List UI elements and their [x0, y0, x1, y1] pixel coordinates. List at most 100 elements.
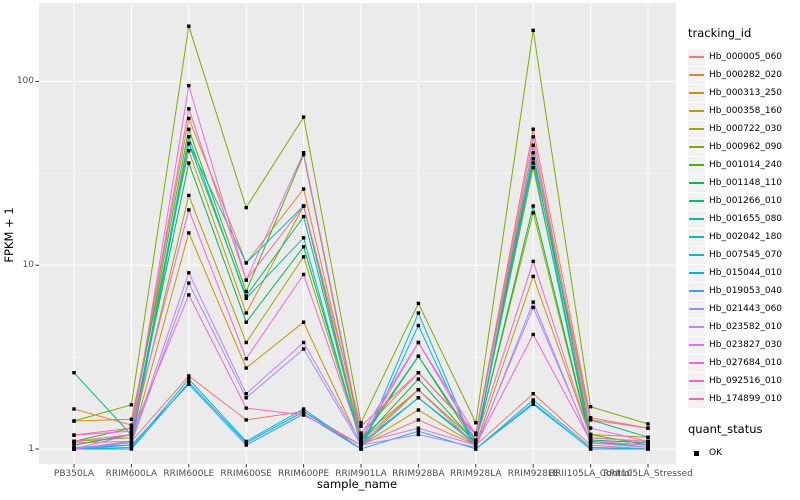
data-point	[416, 396, 421, 400]
legend-item: Hb_092516_010	[688, 372, 798, 390]
data-point	[187, 116, 191, 121]
y-axis-title: FPKM + 1	[2, 207, 16, 263]
data-point	[646, 445, 650, 450]
legend-key-line-icon	[688, 354, 705, 372]
data-point	[531, 300, 535, 304]
data-point	[187, 83, 191, 88]
data-point	[531, 204, 535, 208]
x-tick-label: RRII105LA_Stressed	[603, 469, 693, 479]
data-point	[416, 323, 421, 328]
data-point	[588, 443, 593, 447]
data-point	[416, 408, 421, 412]
data-point	[244, 443, 248, 447]
data-point	[416, 340, 421, 345]
legend-key-line-icon	[688, 390, 705, 408]
data-point	[187, 161, 191, 165]
legend-item-label: Hb_000005_060	[709, 52, 783, 62]
data-point	[531, 274, 535, 279]
legend-item: Hb_001655_080	[688, 210, 798, 228]
legend-item: Hb_023827_030	[688, 336, 798, 354]
data-point	[187, 107, 191, 111]
legend-item: Hb_027684_010	[688, 354, 798, 372]
legend-item-label: Hb_023827_030	[709, 340, 783, 350]
legend-key-point-icon	[688, 445, 705, 462]
data-point	[474, 441, 478, 445]
legend-item: Hb_000722_030	[688, 120, 798, 138]
data-point	[416, 429, 421, 433]
legend-item-label: Hb_015044_010	[709, 268, 783, 278]
legend-item-label: Hb_021443_060	[709, 304, 783, 314]
data-point	[72, 433, 76, 437]
data-point	[359, 432, 363, 437]
data-point	[588, 416, 593, 420]
legend-item: Hb_007545_070	[688, 246, 798, 264]
legend-item-label: Hb_000282_020	[709, 70, 783, 80]
data-point	[187, 380, 191, 385]
legend-key-line-icon	[688, 228, 705, 246]
data-point	[359, 436, 363, 440]
x-axis-title: sample_name	[316, 477, 398, 491]
data-point	[129, 443, 134, 447]
data-point	[301, 152, 306, 157]
data-point	[588, 447, 593, 451]
data-point	[474, 445, 478, 450]
data-point	[301, 151, 306, 155]
x-tick-label: RRIM928LE	[507, 469, 559, 479]
legend-key-line-icon	[688, 246, 705, 264]
data-point	[187, 208, 191, 212]
legend-item: Hb_019053_040	[688, 282, 798, 300]
data-point	[588, 426, 593, 430]
data-point	[244, 294, 248, 298]
x-tick-label: RRIM600LA	[105, 469, 158, 479]
data-point	[416, 371, 421, 375]
legend-item: Hb_021443_060	[688, 300, 798, 318]
data-point	[244, 296, 248, 301]
legend-item-label: Hb_027684_010	[709, 358, 783, 368]
data-point	[129, 403, 134, 407]
data-point	[72, 443, 76, 447]
data-point	[244, 406, 248, 410]
legend-item: Hb_001014_240	[688, 156, 798, 174]
data-point	[187, 293, 191, 297]
legend-key-line-icon	[688, 264, 705, 282]
data-point	[244, 357, 248, 361]
data-point	[187, 377, 191, 381]
legend-key-line-icon	[688, 156, 705, 174]
data-point	[531, 305, 535, 310]
data-point	[359, 441, 363, 445]
data-point	[187, 231, 191, 235]
data-point	[187, 127, 191, 131]
legend-item-label: Hb_019053_040	[709, 286, 783, 296]
data-point	[359, 438, 363, 442]
data-point	[187, 141, 191, 146]
data-point	[531, 143, 535, 147]
data-point	[187, 24, 191, 28]
y-tick-label: 1	[28, 443, 34, 454]
legend-item-label: Hb_000358_160	[709, 106, 783, 116]
data-point	[531, 392, 535, 396]
data-point	[474, 432, 478, 437]
data-point	[416, 377, 421, 381]
x-tick-label: RRII105LA_Control	[548, 469, 633, 479]
data-point	[531, 398, 535, 402]
data-point	[244, 418, 248, 422]
data-point	[588, 436, 593, 440]
legend-key-line-icon	[688, 102, 705, 120]
x-tick-label: RRIM928BA	[392, 469, 445, 479]
data-point	[588, 405, 593, 409]
data-point	[531, 151, 535, 155]
data-point	[72, 371, 76, 375]
legend-title-tracking-id: tracking_id	[688, 26, 752, 40]
data-point	[244, 441, 248, 445]
data-point	[301, 347, 306, 351]
data-point	[588, 432, 593, 437]
data-point	[129, 423, 134, 427]
legend-item: Hb_015044_010	[688, 264, 798, 282]
data-point	[301, 320, 306, 324]
legend-key-line-icon	[688, 336, 705, 354]
data-point	[531, 402, 535, 406]
legend-key-line-icon	[688, 372, 705, 390]
data-point	[646, 422, 650, 426]
data-point	[646, 443, 650, 447]
